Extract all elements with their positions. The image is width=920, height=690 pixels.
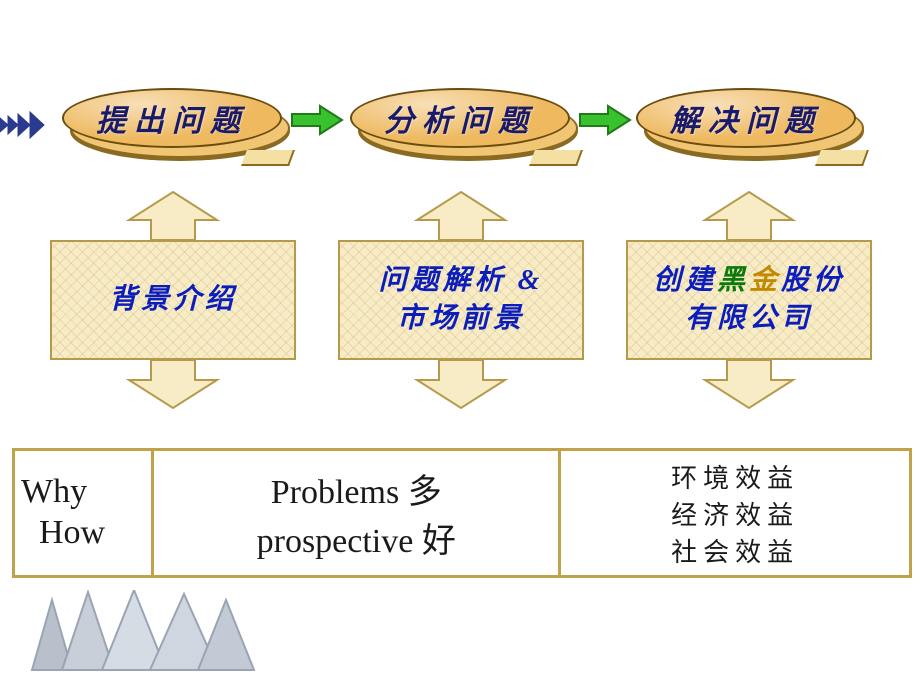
arrow-up-icon	[413, 190, 509, 247]
text: 经济效益	[671, 495, 799, 532]
text-green: 黑	[717, 265, 749, 296]
box-label: 创建黑金股份 有限公司	[626, 240, 872, 360]
text: 背景介绍	[109, 281, 237, 319]
arrow-right-1-icon	[290, 104, 344, 136]
text-gold: 金	[749, 265, 781, 296]
arrow-right-2-icon	[578, 104, 632, 136]
text: Why	[21, 472, 87, 513]
ellipse-label: 分析问题	[350, 88, 570, 148]
arrow-up-icon	[125, 190, 221, 247]
ellipse-label: 解决问题	[636, 88, 856, 148]
deco-bottom-triangles	[22, 590, 322, 685]
text: 创建	[653, 265, 717, 296]
mid-row: 背景介绍 问题解析 & 市场前景	[0, 190, 920, 410]
ellipse-propose: 提出问题	[62, 88, 282, 162]
box-company: 创建黑金股份 有限公司	[626, 190, 872, 410]
arrow-up-icon	[701, 190, 797, 247]
ellipse-solve: 解决问题	[636, 88, 856, 162]
table-col-2: Problems 多 prospective 好	[154, 451, 561, 575]
box-label: 问题解析 & 市场前景	[338, 240, 584, 360]
text: 社会效益	[671, 532, 799, 569]
text: Problems 多	[271, 464, 442, 513]
text: 问题解析 &	[379, 262, 544, 300]
bottom-table: Why How Problems 多 prospective 好 环境效益 经济…	[12, 448, 912, 578]
arrow-down-icon	[413, 358, 509, 415]
text: 市场前景	[379, 300, 544, 338]
ellipse-analyze: 分析问题	[350, 88, 570, 162]
text: 环境效益	[671, 458, 799, 495]
table-col-3: 环境效益 经济效益 社会效益	[561, 451, 909, 575]
box-label: 背景介绍	[50, 240, 296, 360]
top-row: 提出问题 分析问题 解决问题	[0, 88, 920, 162]
text: 股份	[781, 265, 845, 296]
text: prospective 好	[257, 513, 456, 562]
box-analysis: 问题解析 & 市场前景	[338, 190, 584, 410]
arrow-down-icon	[701, 358, 797, 415]
table-col-1: Why How	[15, 451, 154, 575]
box-background: 背景介绍	[50, 190, 296, 410]
text: 有限公司	[653, 300, 845, 338]
arrow-down-icon	[125, 358, 221, 415]
ellipse-label: 提出问题	[62, 88, 282, 148]
text: How	[21, 513, 105, 554]
